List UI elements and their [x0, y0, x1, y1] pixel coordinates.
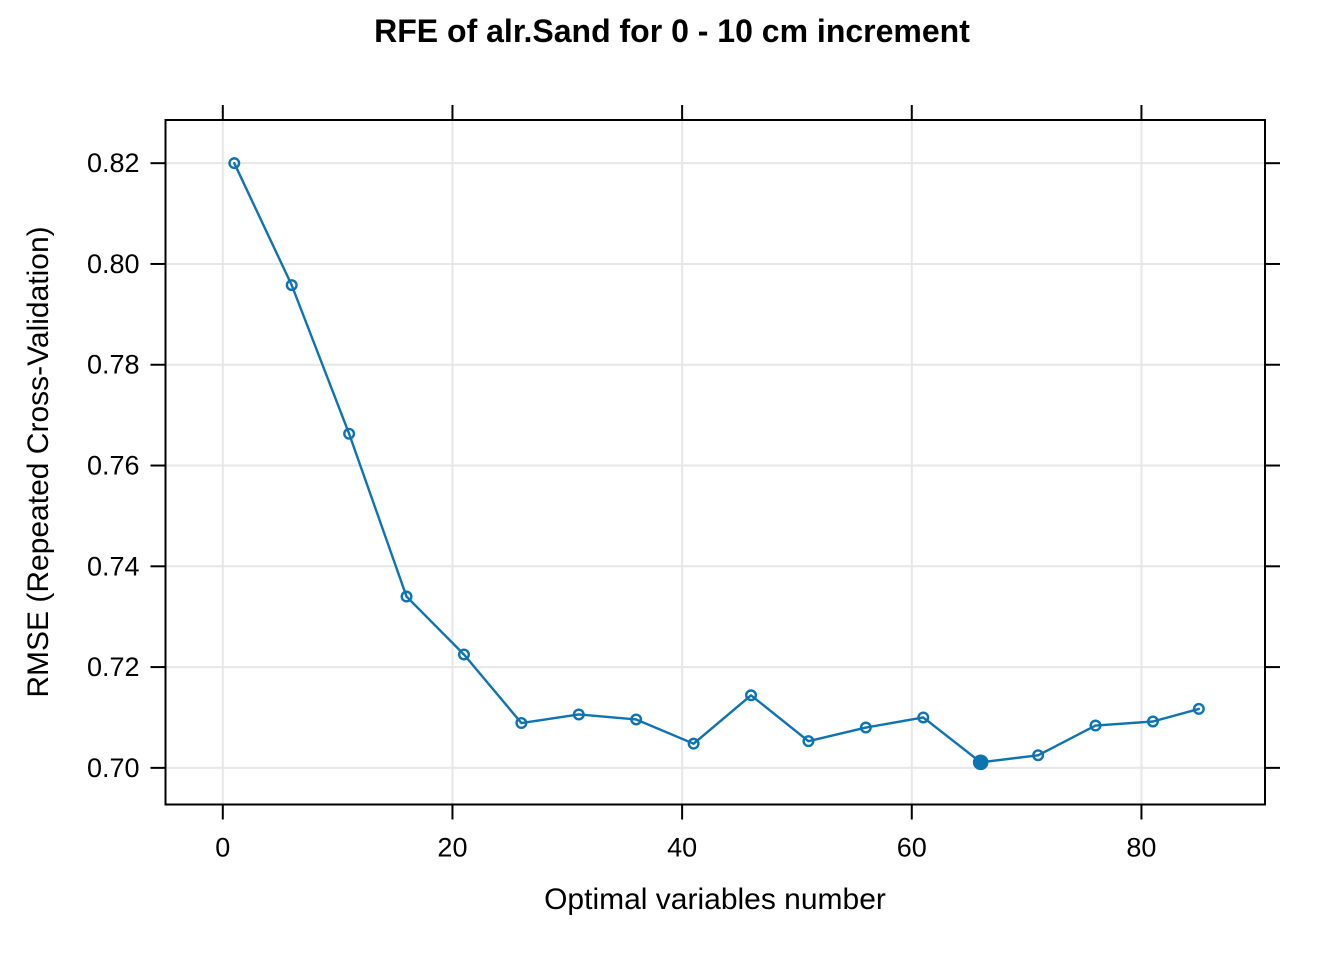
data-point: [687, 737, 700, 750]
data-point: [745, 689, 758, 702]
y-tick-label: 0.74: [87, 551, 140, 581]
data-point: [572, 708, 585, 721]
y-tick-label: 0.78: [87, 350, 140, 380]
plot-border-box: [164, 119, 1266, 806]
data-point: [343, 427, 356, 440]
rmse-series: [228, 157, 1205, 771]
data-point: [457, 648, 470, 661]
x-axis-title: Optimal variables number: [544, 883, 886, 916]
optimal-data-point: [972, 754, 989, 771]
x-tick-label: 40: [667, 833, 697, 863]
data-point: [1089, 719, 1102, 732]
data-point: [400, 590, 413, 603]
data-point: [285, 279, 298, 292]
y-tick-label: 0.80: [87, 249, 140, 279]
x-tick-label: 0: [215, 833, 230, 863]
data-point: [859, 721, 872, 734]
data-point: [515, 717, 528, 730]
axis-ticks: [150, 105, 1280, 820]
y-axis-title: RMSE (Repeated Cross-Validation): [22, 226, 55, 697]
y-tick-label: 0.72: [87, 652, 140, 682]
data-point: [1192, 702, 1205, 715]
y-tick-label: 0.70: [87, 753, 140, 783]
x-tick-label: 20: [437, 833, 467, 863]
data-point: [917, 711, 930, 724]
data-point: [1032, 749, 1045, 762]
x-tick-label: 80: [1126, 833, 1156, 863]
y-tick-label: 0.76: [87, 451, 140, 481]
series-line: [233, 161, 1201, 764]
x-tick-label: 60: [897, 833, 927, 863]
data-point: [802, 735, 815, 748]
y-tick-label: 0.82: [87, 148, 140, 178]
gridlines: [165, 120, 1265, 805]
data-point: [228, 157, 241, 170]
chart-title: RFE of alr.Sand for 0 - 10 cm increment: [374, 13, 970, 49]
data-point: [630, 713, 643, 726]
axis-tick-labels: 0 20 40 60 80 0.70 0.72 0.74 0.76 0.78 0.80 0.82: [87, 148, 1157, 862]
data-point: [1146, 715, 1159, 728]
